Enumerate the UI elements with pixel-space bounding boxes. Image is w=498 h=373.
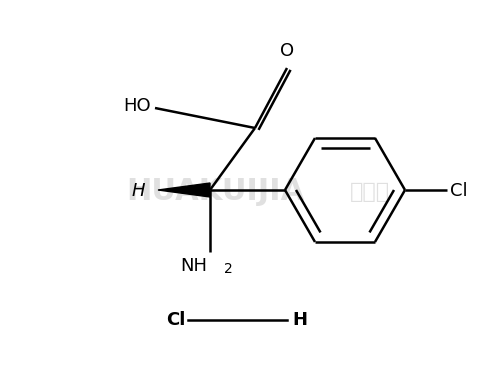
Text: 化学加: 化学加 <box>350 182 390 202</box>
Text: HO: HO <box>124 97 151 115</box>
Text: H: H <box>292 311 307 329</box>
Text: Cl: Cl <box>450 182 468 200</box>
Polygon shape <box>158 183 210 197</box>
Text: Cl: Cl <box>166 311 185 329</box>
Text: H: H <box>131 182 145 200</box>
Text: O: O <box>280 42 294 60</box>
Text: 2: 2 <box>224 262 233 276</box>
Text: NH: NH <box>180 257 207 275</box>
Text: HUAKUIJIA: HUAKUIJIA <box>126 178 304 207</box>
